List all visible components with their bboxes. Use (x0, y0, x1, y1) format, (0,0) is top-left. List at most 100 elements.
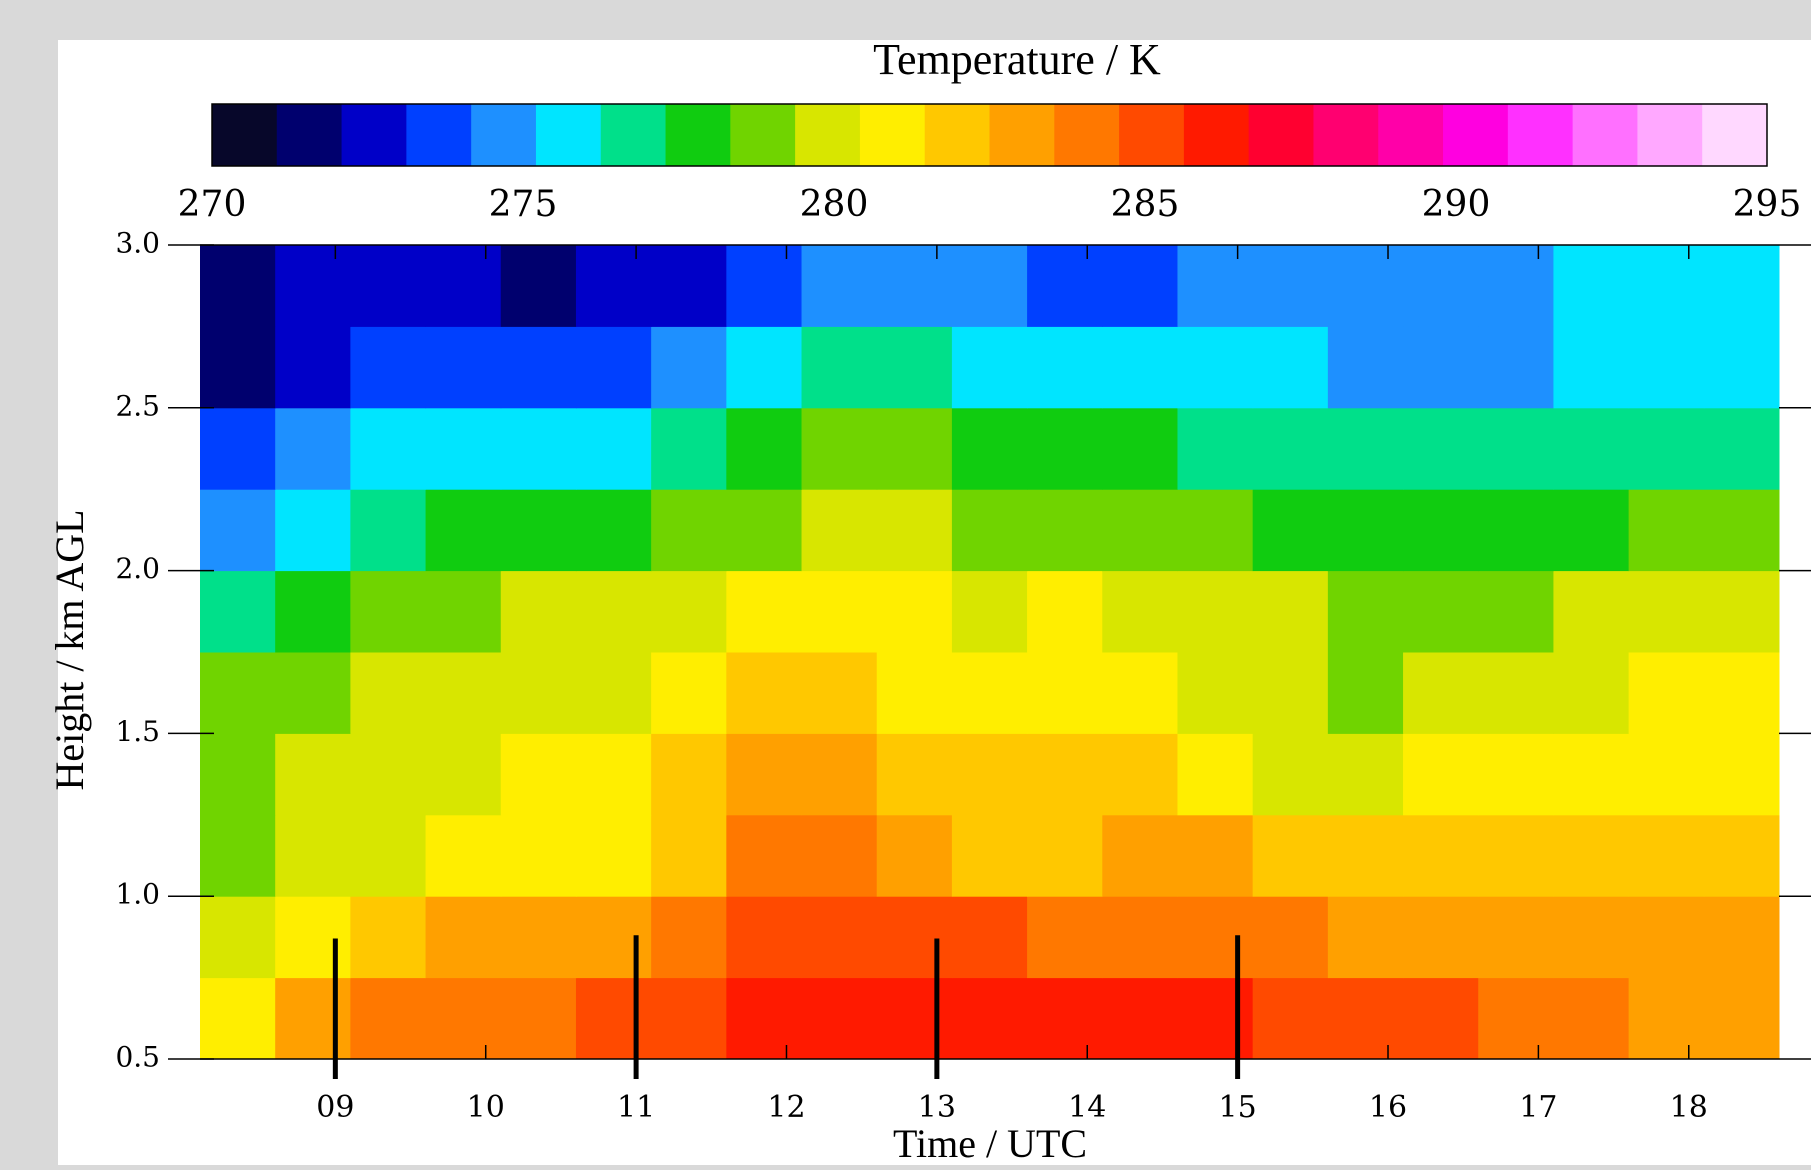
heatmap-cell (1478, 570, 1554, 653)
colorbar-swatch (1054, 104, 1120, 166)
x-tick-label: 16 (1369, 1090, 1407, 1125)
heatmap-cell (1177, 652, 1254, 734)
heatmap-cell (1177, 896, 1254, 979)
heatmap-cell (1252, 814, 1329, 897)
heatmap-cell (951, 326, 1028, 409)
heatmap-cell (1553, 245, 1630, 327)
colorbar-frame (211, 103, 1768, 167)
heatmap-cell (1102, 896, 1178, 979)
heatmap-cell (275, 570, 351, 653)
heatmap-cell (1403, 977, 1479, 1060)
heatmap-cell (1553, 977, 1630, 1060)
heatmap-cell (200, 896, 276, 979)
heatmap-cell (951, 489, 1028, 572)
heatmap-cell (500, 326, 577, 409)
y-tick-label: 1.5 (115, 715, 160, 748)
heatmap-cell (1703, 489, 1780, 572)
heatmap-cell (1553, 652, 1630, 734)
heatmap-cell (1027, 652, 1103, 734)
x-tick-label: 10 (467, 1090, 505, 1125)
heatmap-cell (350, 652, 427, 734)
heatmap-cell (575, 570, 652, 653)
heatmap-cell (876, 814, 953, 897)
heatmap-cell (1553, 570, 1630, 653)
heatmap-cell (1327, 652, 1404, 734)
y-tick-label: 3.0 (115, 227, 160, 260)
heatmap-cell (200, 326, 276, 409)
heatmap-cell (1252, 733, 1329, 816)
heatmap-cell (275, 652, 351, 734)
heatmap-cell (876, 977, 953, 1060)
heatmap-cell (425, 977, 502, 1060)
heatmap-cell (1252, 570, 1329, 653)
heatmap-cell (1703, 814, 1780, 897)
heatmap-cell (1703, 652, 1780, 734)
heatmap-cell (1027, 896, 1103, 979)
heatmap-cell (425, 652, 502, 734)
heatmap-cell (350, 896, 427, 979)
heatmap-cell (951, 245, 1028, 327)
heatmap-cell (1703, 733, 1780, 816)
colorbar-title: Temperature / K (873, 35, 1161, 84)
heatmap-cell (1252, 977, 1329, 1060)
heatmap-cell (1703, 245, 1780, 327)
heatmap-cell (500, 896, 577, 979)
heatmap-cell (500, 570, 577, 653)
heatmap-cell (1327, 977, 1404, 1060)
heatmap-cell (651, 489, 727, 572)
heatmap-cell (350, 326, 427, 409)
colorbar-swatch (1702, 104, 1768, 166)
heatmap-cell (350, 570, 427, 653)
colorbar-tick-label: 275 (489, 184, 558, 225)
heatmap-cell (801, 407, 878, 490)
heatmap-cell (1628, 570, 1705, 653)
heatmap-cell (200, 245, 276, 327)
heatmap-cell (1177, 407, 1254, 490)
heatmap-cell (1628, 652, 1705, 734)
heatmap-cell (726, 489, 803, 572)
colorbar-swatch (665, 104, 731, 166)
heatmap-cell (500, 733, 577, 816)
heatmap-cell (575, 733, 652, 816)
heatmap-cell (876, 489, 953, 572)
heatmap-cell (651, 814, 727, 897)
heatmap-cell (1403, 896, 1479, 979)
heatmap-cell (651, 245, 727, 327)
heatmap-cell (350, 733, 427, 816)
heatmap-cell (1327, 245, 1404, 327)
heatmap-cell (275, 326, 351, 409)
heatmap-cell (1628, 326, 1705, 409)
heatmap-cell (1403, 326, 1479, 409)
colorbar-swatch (1378, 104, 1444, 166)
heatmap-cell (801, 570, 878, 653)
heatmap-cell (1252, 489, 1329, 572)
heatmap-cell (726, 814, 803, 897)
heatmap-cell (350, 977, 427, 1060)
heatmap-cell (801, 652, 878, 734)
heatmap-cell (1403, 570, 1479, 653)
colorbar-swatch (1637, 104, 1703, 166)
colorbar-swatch (730, 104, 796, 166)
heatmap-cell (350, 245, 427, 327)
heatmap-cell (1628, 977, 1705, 1060)
colorbar-tick-label: 270 (178, 184, 247, 225)
heatmap-cell (200, 652, 276, 734)
colorbar-swatch (795, 104, 861, 166)
heatmap-cell (575, 326, 652, 409)
heatmap-cell (1478, 814, 1554, 897)
colorbar-swatch (989, 104, 1055, 166)
x-tick-label: 14 (1068, 1090, 1106, 1125)
heatmap-cell (726, 977, 803, 1060)
heatmap-cell (651, 407, 727, 490)
heatmap-cell (1177, 814, 1254, 897)
heatmap-cell (651, 733, 727, 816)
y-tick-label: 2.0 (115, 552, 160, 585)
heatmap-cell (1553, 814, 1630, 897)
heatmap-cell (350, 814, 427, 897)
heatmap-cell (1252, 245, 1329, 327)
heatmap-cell (200, 489, 276, 572)
heatmap-cell (200, 814, 276, 897)
colorbar-swatch (535, 104, 602, 166)
